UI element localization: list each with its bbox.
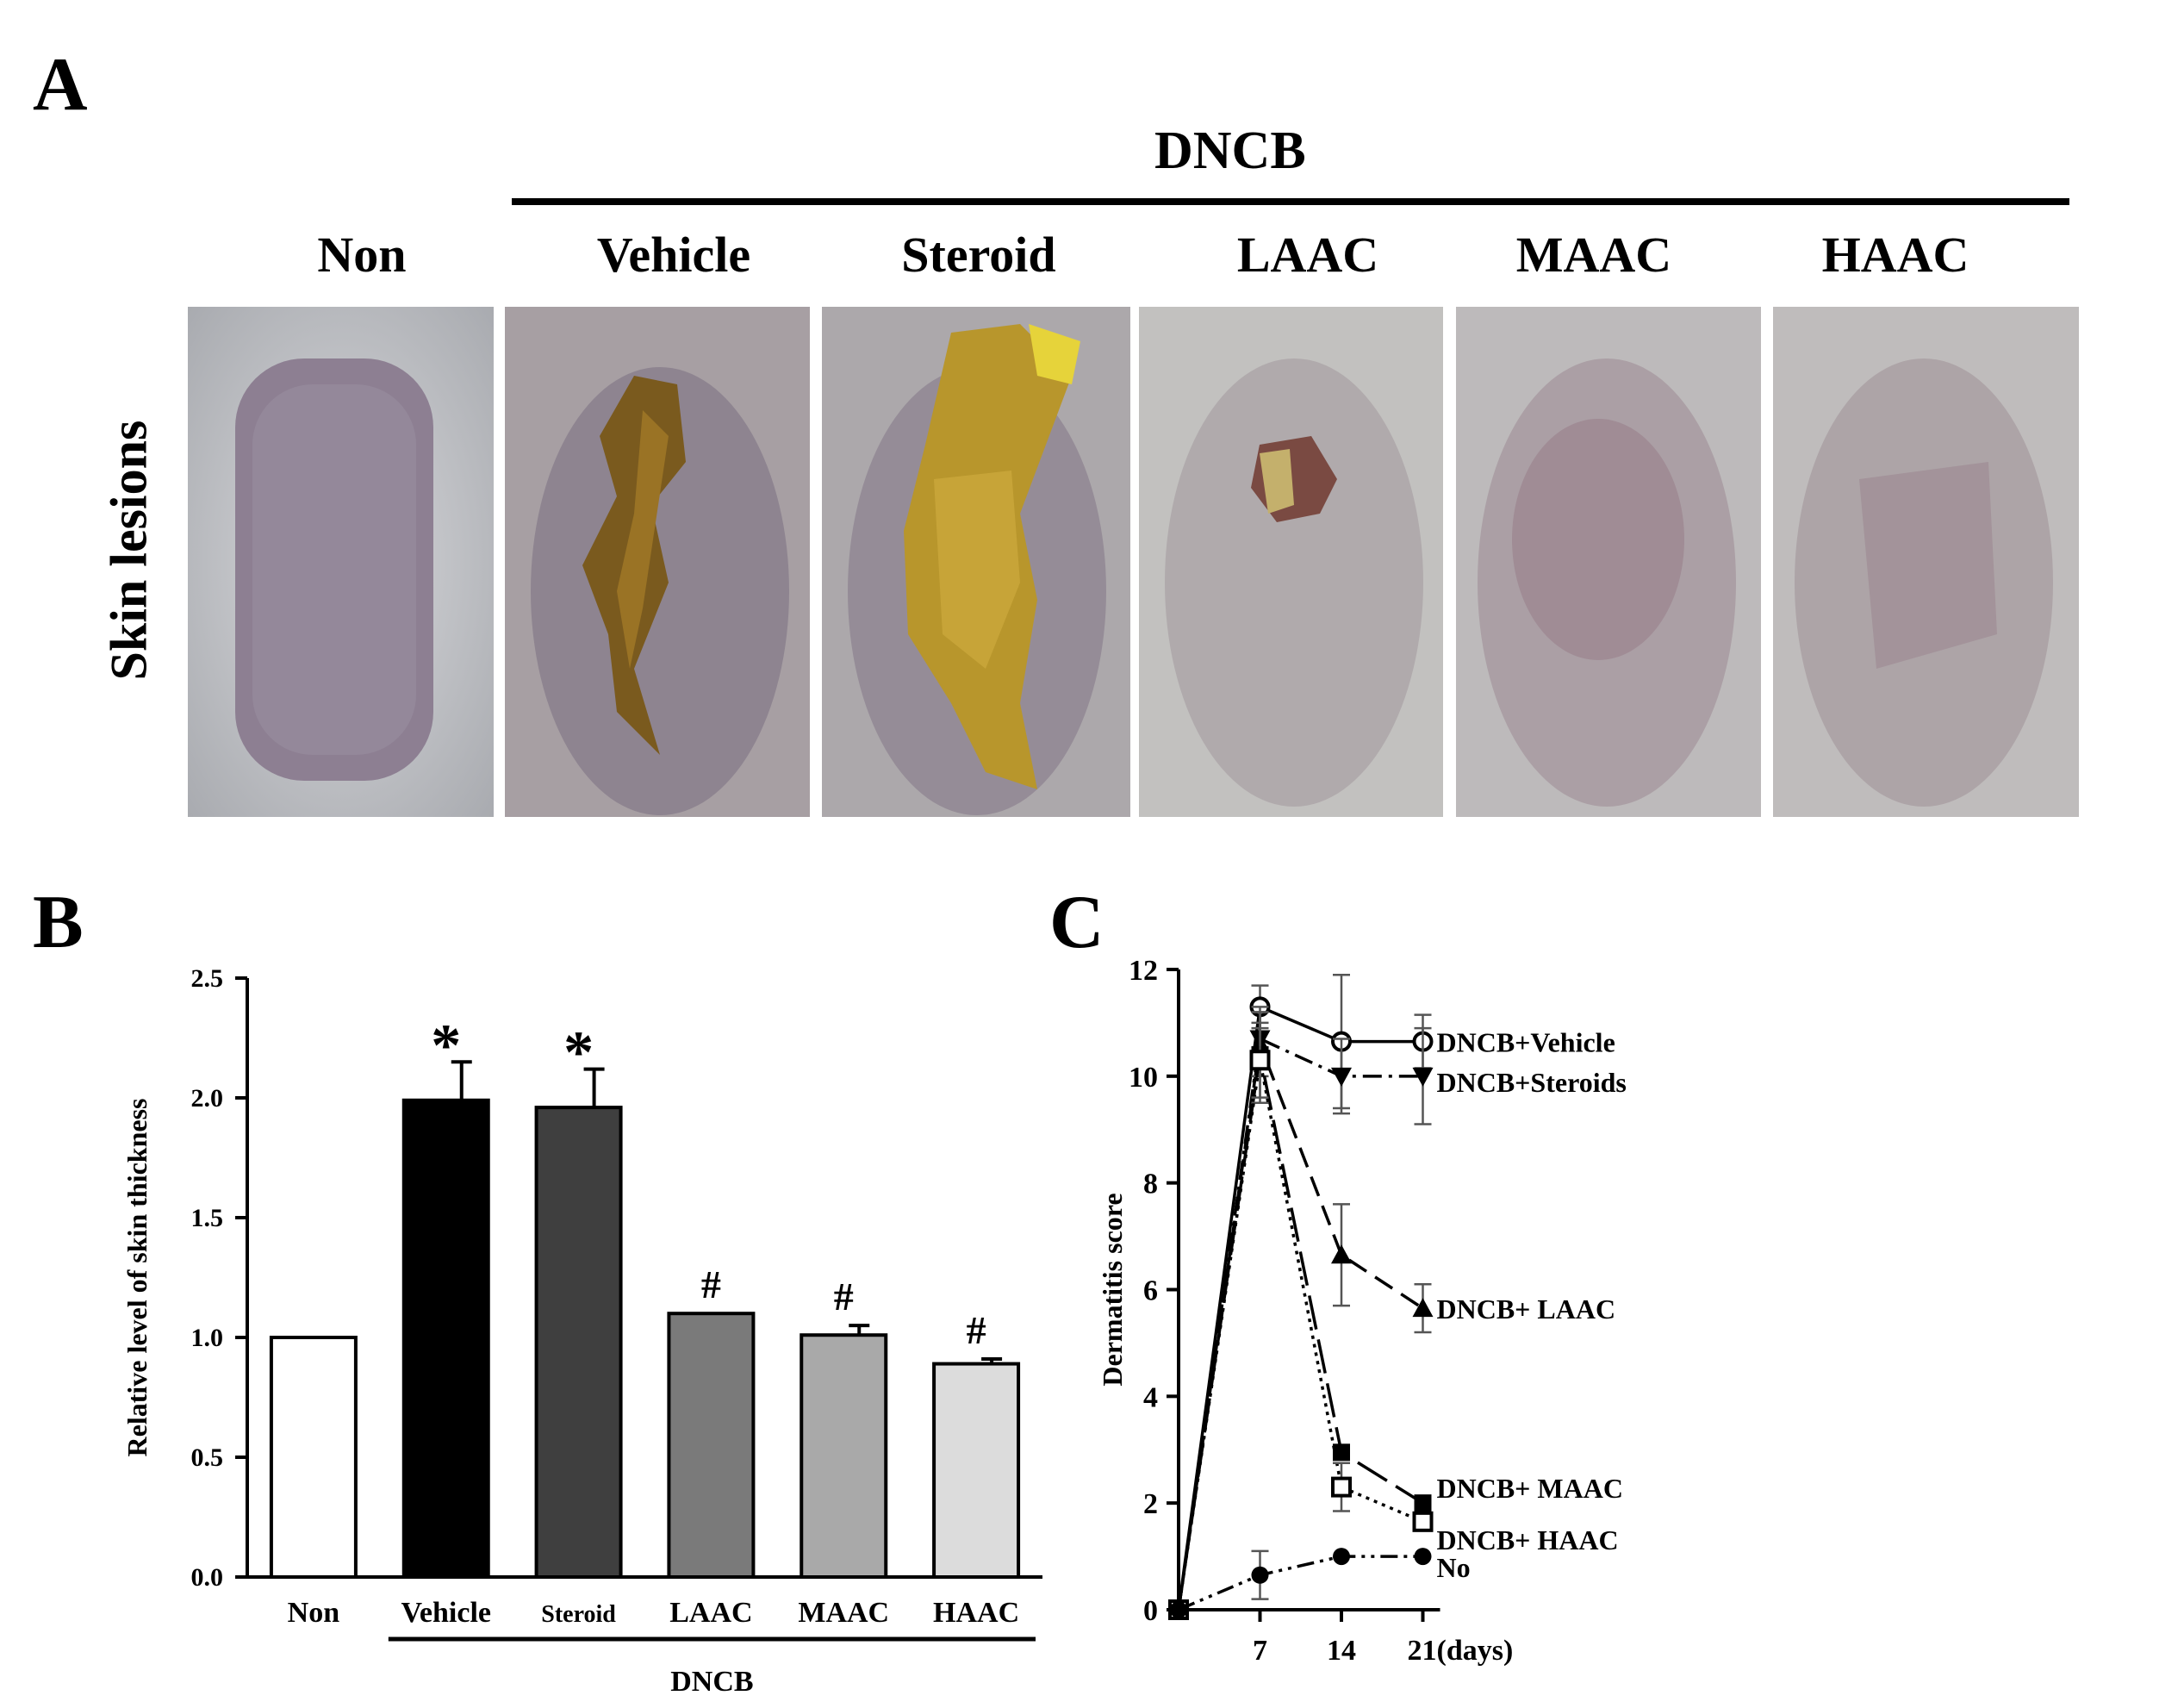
y-tick-label: 10 — [1129, 1062, 1158, 1094]
photo-vehicle — [505, 307, 810, 817]
x-tick-label: 7 — [1253, 1635, 1267, 1667]
dncb-bracket-label: DNCB — [670, 1666, 753, 1698]
significance-mark: * — [563, 1020, 594, 1087]
y-axis-label: Dermatitis score — [1097, 1193, 1128, 1386]
series-line — [1177, 1004, 1423, 1611]
photo-maac — [1456, 307, 1761, 817]
series-line — [1177, 1054, 1424, 1611]
column-header-steroid: Steroid — [901, 227, 1056, 283]
data-point — [1331, 1476, 1352, 1498]
x-tick-label: Vehicle — [401, 1597, 491, 1629]
panel-a-letter: A — [33, 43, 88, 127]
series-label: DNCB+Vehicle — [1437, 1027, 1615, 1058]
x-tick-label: 21(days) — [1408, 1635, 1514, 1667]
series-label: No — [1437, 1552, 1471, 1583]
column-header-haac: HAAC — [1821, 227, 1969, 283]
significance-mark: # — [834, 1275, 854, 1318]
data-point — [1414, 1494, 1432, 1512]
significance-mark: * — [431, 1013, 461, 1079]
line-chart: 0 2 4 6 8 10 12 Dermatitis score 7 14 21(days) DNCB… — [1097, 955, 1627, 1667]
column-header-non: Non — [317, 227, 407, 283]
y-tick-label: 1.5 — [191, 1204, 224, 1232]
data-point — [1412, 1511, 1434, 1532]
y-tick-label: 1.0 — [191, 1324, 224, 1352]
data-point — [1414, 1548, 1432, 1566]
skin-lesions-row-label: Skin lesions — [100, 420, 158, 681]
y-tick-label: 0.0 — [191, 1563, 224, 1592]
y-tick-label: 0.5 — [191, 1443, 224, 1472]
data-point — [1333, 1548, 1350, 1566]
data-point — [1249, 1050, 1271, 1071]
data-point — [1170, 1601, 1187, 1618]
dncb-group-line — [512, 198, 2069, 205]
bar — [534, 1106, 623, 1579]
x-tick-label: HAAC — [933, 1597, 1019, 1629]
y-tick-label: 4 — [1143, 1381, 1158, 1413]
x-tick-label: 14 — [1327, 1635, 1356, 1667]
bar-chart: 0.0 0.5 1.0 1.5 2.0 2.5 Relative level of skin… — [121, 964, 1042, 1698]
data-point — [1251, 1566, 1269, 1584]
y-tick-label: 0 — [1143, 1595, 1158, 1627]
photo-non — [188, 307, 494, 817]
series-line — [1177, 1059, 1424, 1611]
series-line — [1178, 1555, 1423, 1611]
bar — [932, 1362, 1021, 1579]
y-tick-label: 2 — [1143, 1488, 1158, 1520]
y-axis-label: Relative level of skin thickness — [121, 1099, 152, 1457]
bar — [401, 1098, 490, 1579]
series-label: DNCB+ MAAC — [1437, 1473, 1623, 1504]
panel-b-letter: B — [33, 881, 84, 964]
x-tick-label: Non — [288, 1597, 340, 1629]
y-tick-label: 2.5 — [191, 964, 224, 993]
significance-mark: # — [701, 1262, 721, 1306]
bar — [269, 1336, 358, 1579]
x-tick-label: LAAC — [669, 1597, 752, 1629]
column-header-vehicle: Vehicle — [596, 227, 751, 283]
photo-steroid — [822, 307, 1130, 817]
dncb-group-label: DNCB — [1154, 122, 1306, 180]
y-tick-label: 6 — [1143, 1275, 1158, 1307]
x-tick-label: Steroid — [541, 1601, 616, 1628]
bar — [800, 1333, 888, 1579]
data-point — [1333, 1443, 1350, 1462]
bar — [667, 1312, 756, 1579]
data-point — [1331, 1244, 1352, 1264]
y-tick-label: 12 — [1129, 955, 1158, 987]
significance-mark: # — [967, 1308, 986, 1352]
photo-laac — [1139, 307, 1443, 817]
x-tick-label: MAAC — [798, 1597, 889, 1629]
series-line — [1177, 1038, 1424, 1611]
panel-c-letter: C — [1049, 881, 1104, 964]
data-point — [1412, 1298, 1434, 1318]
column-header-maac: MAAC — [1515, 227, 1672, 283]
y-tick-label: 2.0 — [191, 1084, 224, 1113]
series-line — [1177, 1036, 1423, 1611]
data-point — [1412, 1067, 1434, 1087]
photo-haac — [1773, 307, 2079, 817]
series-label: DNCB+ LAAC — [1437, 1293, 1616, 1325]
data-point — [1331, 1067, 1352, 1087]
y-tick-label: 8 — [1143, 1169, 1158, 1200]
series-label: DNCB+ HAAC — [1437, 1524, 1619, 1555]
series-label: DNCB+Steroids — [1437, 1067, 1627, 1098]
column-header-laac: LAAC — [1236, 227, 1379, 283]
